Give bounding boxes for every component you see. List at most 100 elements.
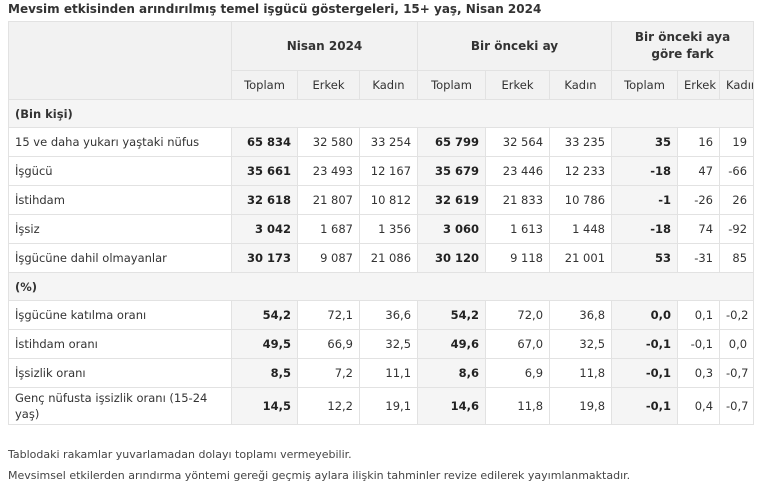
- row-label: İşgücü: [8, 156, 232, 186]
- value-cell: 1 687: [297, 214, 360, 244]
- row-label: İstihdam: [8, 185, 232, 215]
- value-cell: 23 493: [297, 156, 360, 186]
- row-label: Genç nüfusta işsizlik oranı (15-24 yaş): [8, 387, 232, 425]
- value-cell: -0,7: [719, 387, 755, 425]
- row-label: İşgücüne dahil olmayanlar: [8, 243, 232, 273]
- row-label: 15 ve daha yukarı yaştaki nüfus: [8, 127, 232, 157]
- value-cell: 1 613: [485, 214, 551, 244]
- value-cell: -92: [719, 214, 755, 244]
- value-cell: 36,6: [358, 300, 419, 330]
- table-row: 15 ve daha yukarı yaştaki nüfus 65 834 32 …: [8, 127, 755, 157]
- subheader-cell: Toplam: [417, 70, 487, 100]
- value-cell: 7,2: [297, 358, 360, 388]
- group-header-difference: Bir önceki aya göre fark: [611, 21, 755, 71]
- table-row: İşsiz 3 042 1 687 1 356 3 060 1 613 1 448 -18 74…: [8, 214, 755, 244]
- value-cell: 21 086: [358, 243, 419, 273]
- subheader-cell: Erkek: [485, 70, 551, 100]
- value-cell: 54,2: [417, 300, 487, 330]
- table-body: (Bin kişi) 15 ve daha yukarı yaştaki nüfu…: [7, 99, 755, 425]
- group-header-previous: Bir önceki ay: [417, 21, 613, 71]
- value-cell: -0,1: [677, 329, 721, 359]
- subheader-cell: Toplam: [611, 70, 679, 100]
- value-cell: 33 235: [549, 127, 613, 157]
- labor-indicators-table: Nisan 2024 Bir önceki ay Bir önceki aya …: [7, 21, 755, 425]
- value-cell: -0,1: [611, 358, 679, 388]
- value-cell: 53: [611, 243, 679, 273]
- section-label: (%): [7, 272, 755, 301]
- value-cell: -66: [719, 156, 755, 186]
- subheader-cell: Kadın: [358, 70, 419, 100]
- value-cell: 21 001: [549, 243, 613, 273]
- subheader-cell: Kadın: [549, 70, 613, 100]
- value-cell: -26: [677, 185, 721, 215]
- value-cell: 35 679: [417, 156, 487, 186]
- value-cell: -1: [611, 185, 679, 215]
- value-cell: 72,0: [485, 300, 551, 330]
- table-row: Genç nüfusta işsizlik oranı (15-24 yaş) 1…: [8, 387, 755, 425]
- value-cell: 19: [719, 127, 755, 157]
- value-cell: 21 807: [297, 185, 360, 215]
- value-cell: 0,0: [611, 300, 679, 330]
- value-cell: 32 580: [297, 127, 360, 157]
- subheader-cell: Erkek: [677, 70, 721, 100]
- value-cell: -18: [611, 156, 679, 186]
- value-cell: 30 173: [231, 243, 298, 273]
- value-cell: 49,5: [231, 329, 298, 359]
- subheader-cell: Toplam: [231, 70, 298, 100]
- section-header-row: (Bin kişi): [7, 99, 755, 128]
- table-row: İşsizlik oranı 8,5 7,2 11,1 8,6 6,9 11,8 -0,1 0,…: [8, 358, 755, 388]
- value-cell: 11,8: [549, 358, 613, 388]
- value-cell: -0,7: [719, 358, 755, 388]
- value-cell: 32,5: [358, 329, 419, 359]
- value-cell: 10 786: [549, 185, 613, 215]
- value-cell: 26: [719, 185, 755, 215]
- value-cell: 14,6: [417, 387, 487, 425]
- value-cell: 21 833: [485, 185, 551, 215]
- value-cell: 12 167: [358, 156, 419, 186]
- value-cell: 33 254: [358, 127, 419, 157]
- footnote-revision: Mevsimsel etkilerden arındırma yöntemi g…: [8, 469, 631, 482]
- value-cell: -0,2: [719, 300, 755, 330]
- table-row: İstihdam oranı 49,5 66,9 32,5 49,6 67,0 32,5 -0…: [8, 329, 755, 359]
- value-cell: 0,0: [719, 329, 755, 359]
- value-cell: 35: [611, 127, 679, 157]
- value-cell: 65 834: [231, 127, 298, 157]
- table-row: İşgücüne dahil olmayanlar 30 173 9 087 21 0…: [8, 243, 755, 273]
- value-cell: 54,2: [231, 300, 298, 330]
- value-cell: 32,5: [549, 329, 613, 359]
- value-cell: 19,1: [358, 387, 419, 425]
- value-cell: -0,1: [611, 329, 679, 359]
- value-cell: 6,9: [485, 358, 551, 388]
- value-cell: 8,5: [231, 358, 298, 388]
- value-cell: -18: [611, 214, 679, 244]
- value-cell: 9 118: [485, 243, 551, 273]
- subheader-cell: Erkek: [297, 70, 360, 100]
- value-cell: 11,8: [485, 387, 551, 425]
- value-cell: 23 446: [485, 156, 551, 186]
- table-title: Mevsim etkisinden arındırılmış temel işg…: [8, 2, 542, 16]
- value-cell: 35 661: [231, 156, 298, 186]
- value-cell: 16: [677, 127, 721, 157]
- value-cell: 49,6: [417, 329, 487, 359]
- value-cell: 3 060: [417, 214, 487, 244]
- table-row: İstihdam 32 618 21 807 10 812 32 619 21 833 10…: [8, 185, 755, 215]
- value-cell: 72,1: [297, 300, 360, 330]
- value-cell: 67,0: [485, 329, 551, 359]
- value-cell: 1 448: [549, 214, 613, 244]
- value-cell: 19,8: [549, 387, 613, 425]
- value-cell: 32 619: [417, 185, 487, 215]
- value-cell: 14,5: [231, 387, 298, 425]
- empty-header-cell: [8, 21, 232, 100]
- value-cell: 85: [719, 243, 755, 273]
- footnote-rounding: Tablodaki rakamlar yuvarlamadan dolayı t…: [8, 448, 352, 461]
- value-cell: -31: [677, 243, 721, 273]
- subheader-cell: Kadın: [719, 70, 755, 100]
- value-cell: 12 233: [549, 156, 613, 186]
- row-label: İşsiz: [8, 214, 232, 244]
- value-cell: 9 087: [297, 243, 360, 273]
- value-cell: 8,6: [417, 358, 487, 388]
- value-cell: 0,4: [677, 387, 721, 425]
- table-row: İşgücü 35 661 23 493 12 167 35 679 23 446 12 2…: [8, 156, 755, 186]
- value-cell: 0,3: [677, 358, 721, 388]
- value-cell: 11,1: [358, 358, 419, 388]
